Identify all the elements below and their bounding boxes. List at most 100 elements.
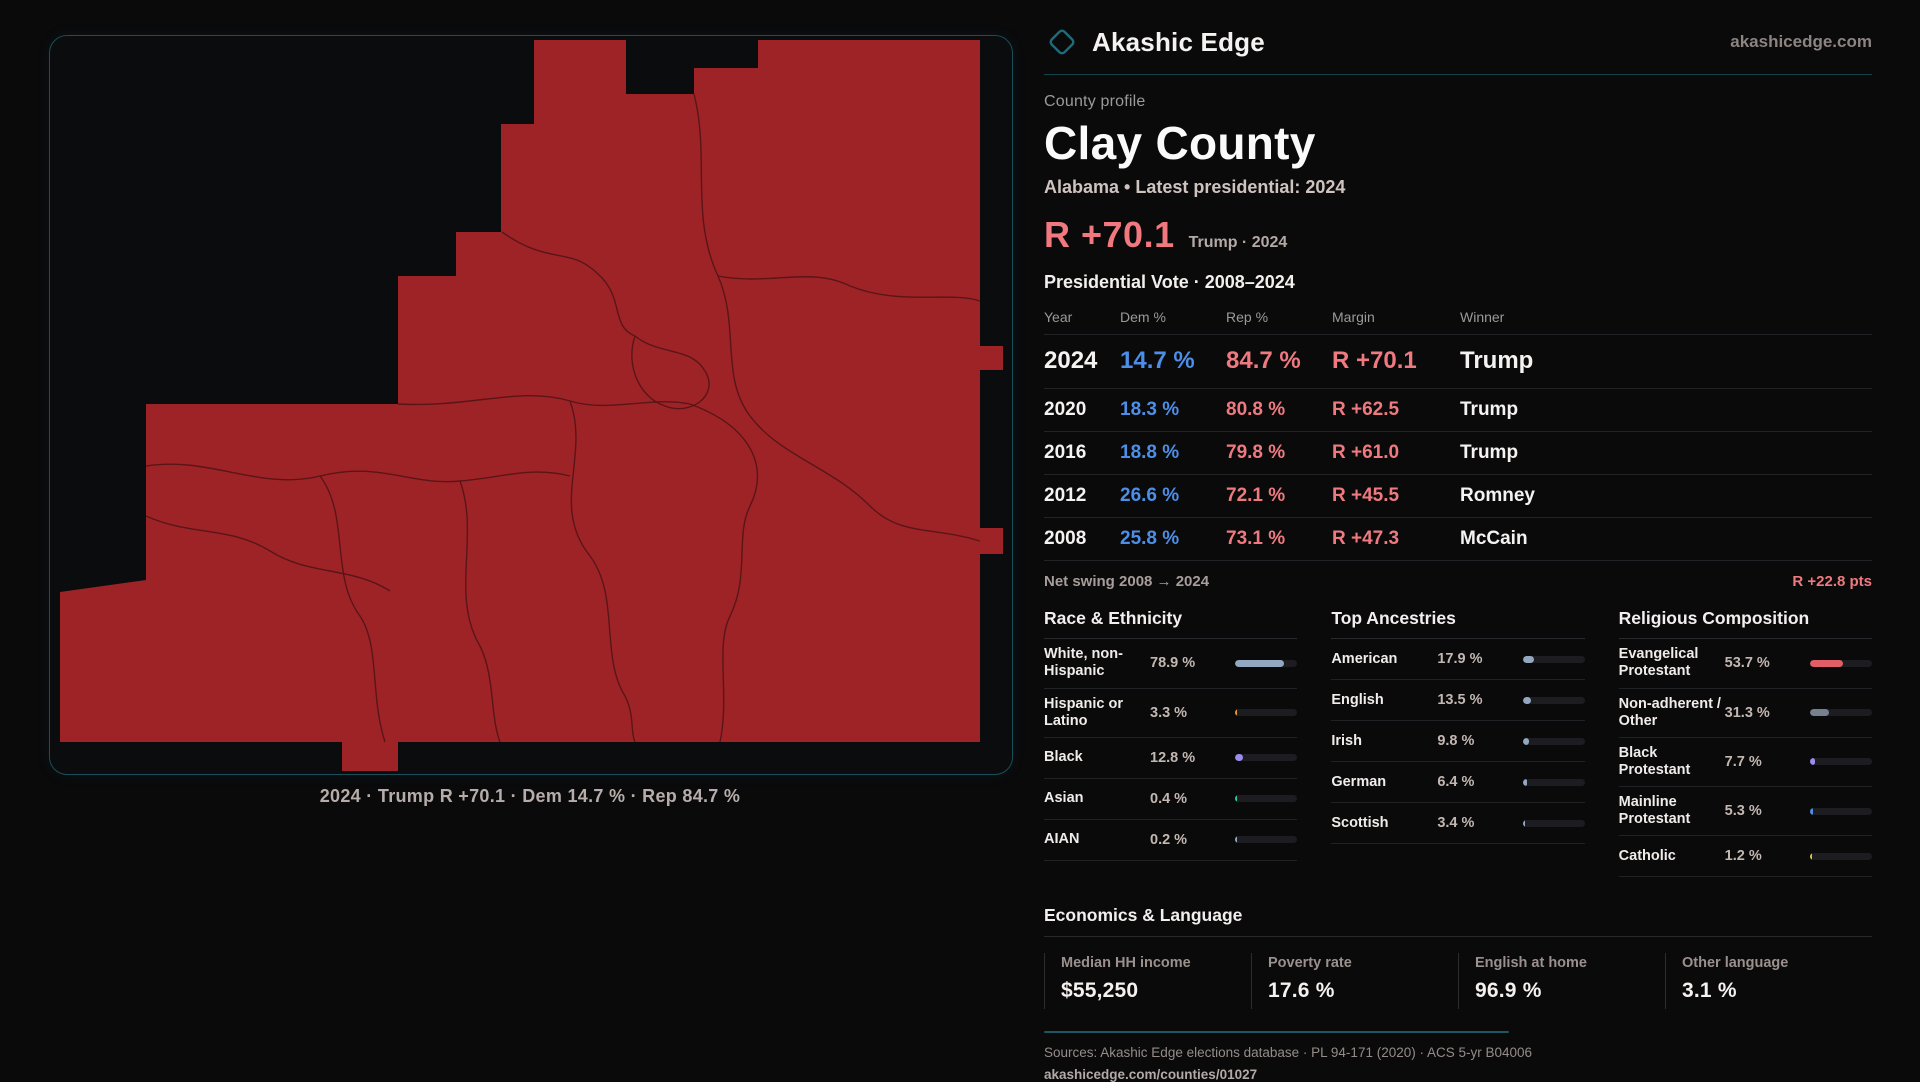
stat-label: Scottish xyxy=(1331,814,1389,831)
vote-table-title: Presidential Vote · 2008–2024 xyxy=(1044,272,1295,293)
econ-stat-value: $55,250 xyxy=(1061,979,1139,1003)
stat-row: German 6.4 % xyxy=(1331,762,1585,804)
stat-row: White, non-Hispanic 78.9 % xyxy=(1044,639,1298,689)
econ-stat: English at home 96.9 % xyxy=(1458,953,1665,1010)
net-swing-label: Net swing 2008 → 2024 xyxy=(1044,573,1210,591)
stat-row: Scottish 3.4 % xyxy=(1331,803,1585,845)
stat-value: 53.7 % xyxy=(1724,655,1770,672)
vote-winner: Trump xyxy=(1460,442,1519,464)
vote-row-2012: 2012 26.6 % 72.1 % R +45.5 Romney xyxy=(1044,475,1872,519)
vote-year: 2008 xyxy=(1044,528,1087,550)
kicker: County profile xyxy=(1044,93,1146,110)
stat-bar xyxy=(1235,795,1298,803)
stat-bar xyxy=(1235,659,1298,667)
headline-margin: R +70.1 xyxy=(1044,214,1175,256)
stat-row: Non-adherent / Other 31.3 % xyxy=(1618,689,1872,738)
permalink[interactable]: akashicedge.com/counties/01027 xyxy=(1044,1067,1258,1082)
vote-margin: R +47.3 xyxy=(1332,528,1400,550)
stat-bar-fill xyxy=(1522,655,1534,663)
stat-label: Mainline Protestant xyxy=(1618,793,1691,828)
vote-year: 2024 xyxy=(1044,347,1098,375)
stat-value: 78.9 % xyxy=(1150,655,1196,672)
econ-stat-label: Poverty rate xyxy=(1268,955,1352,972)
stat-bar xyxy=(1522,737,1585,745)
stat-row: Catholic 1.2 % xyxy=(1618,836,1872,878)
stat-bar-fill xyxy=(1522,778,1527,786)
vote-margin: R +70.1 xyxy=(1332,347,1417,375)
stat-bar xyxy=(1235,754,1298,762)
county-silhouette xyxy=(60,40,1003,771)
page-title: Clay County xyxy=(1044,117,1316,169)
stat-label: Black xyxy=(1044,749,1083,766)
vote-rep-pct: 73.1 % xyxy=(1226,528,1286,550)
demographics-grid: Race & Ethnicity White, non-Hispanic 78.9 … xyxy=(1044,608,1872,878)
brand-domain-link[interactable]: akashicedge.com xyxy=(1730,32,1872,51)
economics-grid: Median HH income $55,250 Poverty rate 17.6 … xyxy=(1044,953,1872,1010)
col-year: Year xyxy=(1044,309,1073,326)
stat-label: Catholic xyxy=(1618,847,1676,864)
stat-bar-fill xyxy=(1235,709,1238,717)
headline-note: Trump · 2024 xyxy=(1188,234,1288,252)
vote-dem-pct: 18.8 % xyxy=(1120,442,1180,464)
stat-row: American 17.9 % xyxy=(1331,639,1585,681)
diamond-icon xyxy=(1044,24,1080,60)
headline-margin-row: R +70.1 Trump · 2024 xyxy=(1044,214,1872,256)
header-divider xyxy=(1044,74,1872,75)
stat-value: 3.3 % xyxy=(1150,704,1188,721)
brand-name: Akashic Edge xyxy=(1092,26,1265,57)
header: Akashic Edge akashicedge.com xyxy=(1044,24,1872,60)
stat-value: 0.2 % xyxy=(1150,831,1188,848)
county-map xyxy=(60,40,1003,771)
stat-value: 13.5 % xyxy=(1437,692,1483,709)
col-rep: Rep % xyxy=(1226,309,1269,326)
stat-bar xyxy=(1235,836,1298,844)
stat-label: Non-adherent / Other xyxy=(1618,695,1721,729)
precinct-boundaries xyxy=(145,93,981,743)
stat-row: Asian 0.4 % xyxy=(1044,779,1298,820)
econ-stat: Median HH income $55,250 xyxy=(1044,953,1251,1010)
vote-table-header: Year Dem % Rep % Margin Winner xyxy=(1044,303,1872,336)
stat-bar-fill xyxy=(1809,852,1812,860)
economics-title: Economics & Language xyxy=(1044,905,1872,938)
section-religious-composition: Religious Composition Evangelical Protest… xyxy=(1618,608,1872,878)
stat-bar-fill xyxy=(1522,696,1532,704)
stat-bar xyxy=(1809,659,1872,667)
econ-stat-label: Other language xyxy=(1682,955,1789,972)
stat-value: 1.2 % xyxy=(1724,848,1762,865)
stat-label: Irish xyxy=(1331,732,1362,749)
county-map-panel[interactable] xyxy=(49,35,1013,775)
stat-value: 3.4 % xyxy=(1437,815,1475,832)
stat-bar-fill xyxy=(1522,819,1525,827)
stat-bar xyxy=(1522,819,1585,827)
stat-row: Black Protestant 7.7 % xyxy=(1618,738,1872,787)
stat-row: Black 12.8 % xyxy=(1044,738,1298,779)
sources-note: Sources: Akashic Edge elections database… xyxy=(1044,1045,1533,1061)
stat-label: White, non-Hispanic xyxy=(1044,646,1123,680)
vote-margin: R +61.0 xyxy=(1332,442,1400,464)
stat-value: 5.3 % xyxy=(1724,803,1762,820)
econ-stat-value: 17.6 % xyxy=(1268,979,1335,1003)
stat-row: English 13.5 % xyxy=(1331,680,1585,722)
stat-label: American xyxy=(1331,650,1398,667)
vote-rep-pct: 84.7 % xyxy=(1226,347,1301,375)
stat-value: 9.8 % xyxy=(1437,733,1475,750)
stat-bar xyxy=(1809,758,1872,766)
stat-bar xyxy=(1522,696,1585,704)
stat-bar xyxy=(1809,709,1872,717)
stat-label: Hispanic or Latino xyxy=(1044,695,1123,729)
stat-label: Evangelical Protestant xyxy=(1618,646,1699,680)
section-title: Race & Ethnicity xyxy=(1044,608,1298,640)
stat-value: 31.3 % xyxy=(1724,704,1770,721)
stat-label: English xyxy=(1331,691,1384,708)
vote-year: 2012 xyxy=(1044,485,1087,507)
stat-bar-fill xyxy=(1522,737,1529,745)
stat-label: Black Protestant xyxy=(1618,744,1691,778)
stat-bar-fill xyxy=(1235,659,1285,667)
stat-label: German xyxy=(1331,773,1387,790)
vote-table: Year Dem % Rep % Margin Winner 2024 14.7 … xyxy=(1044,303,1872,562)
vote-winner: McCain xyxy=(1460,528,1528,550)
section-title: Top Ancestries xyxy=(1331,608,1585,640)
col-dem: Dem % xyxy=(1120,309,1166,326)
stat-value: 6.4 % xyxy=(1437,774,1475,791)
vote-year: 2020 xyxy=(1044,399,1087,421)
